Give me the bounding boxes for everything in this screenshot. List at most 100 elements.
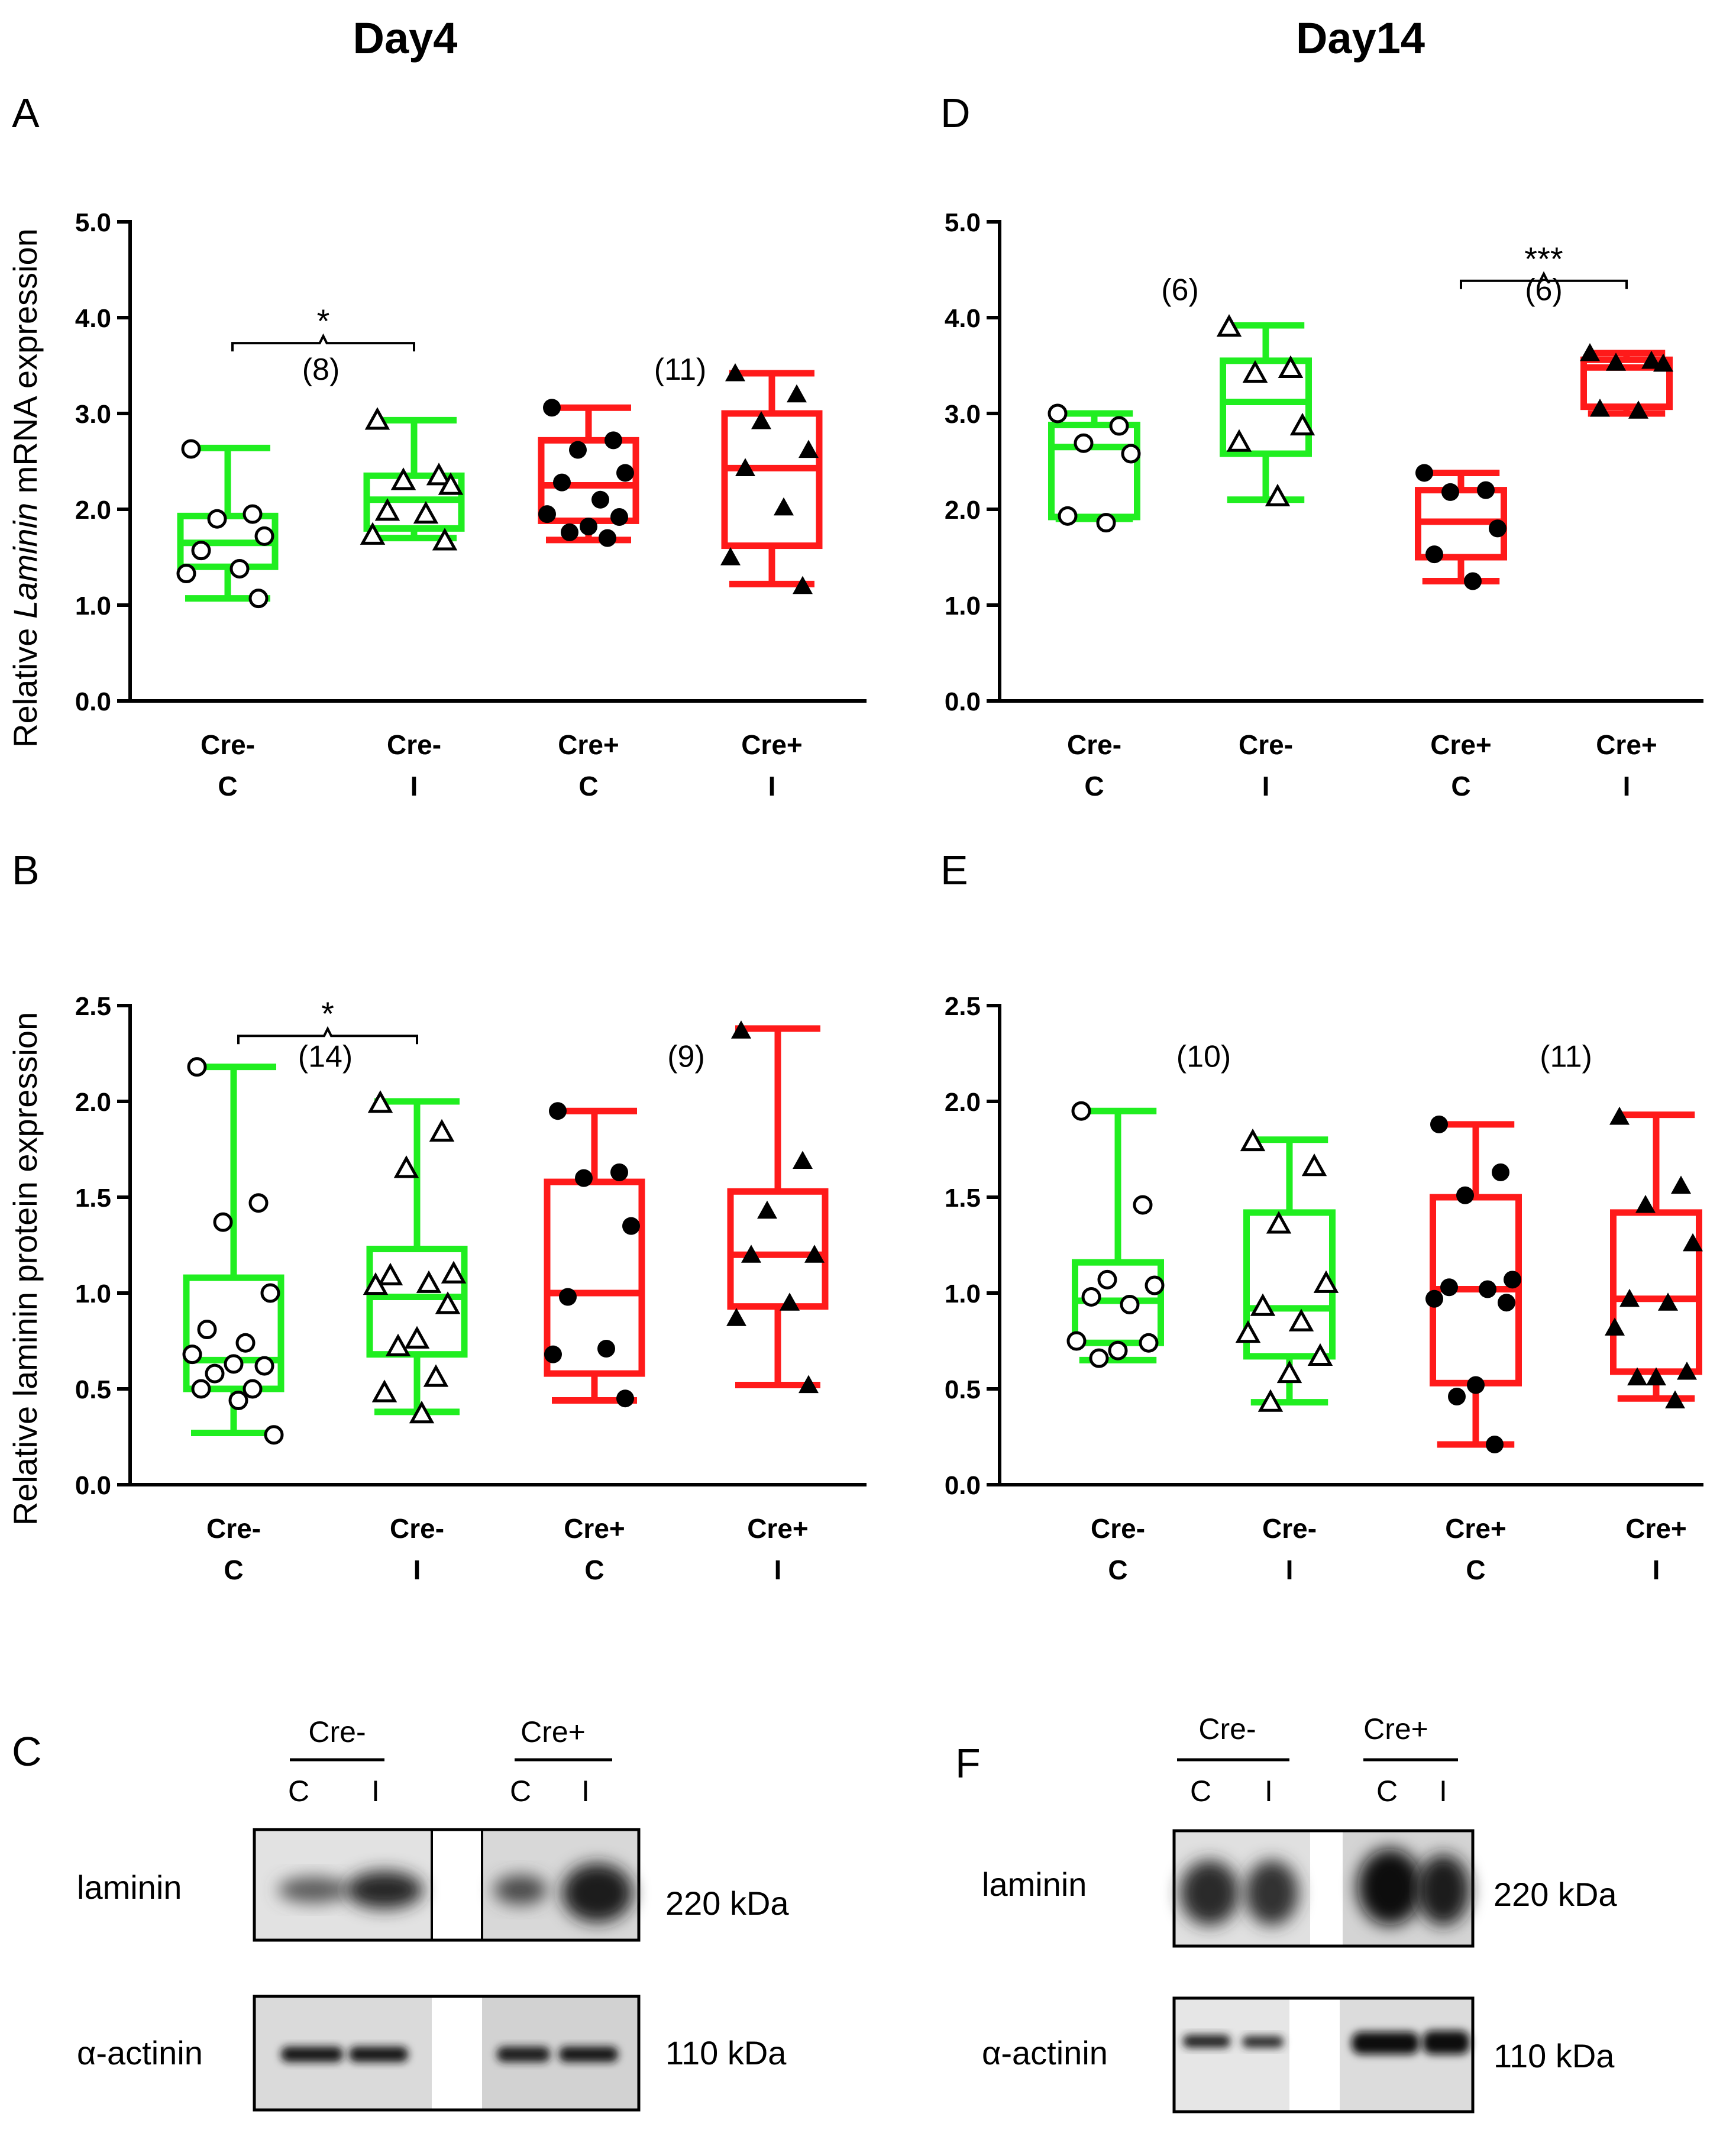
data-point-b: [597, 1339, 615, 1358]
y-axis-title-a-part3: mRNA expression: [7, 228, 44, 503]
panel-letter-b: B: [12, 847, 40, 893]
blot-f-lane-label-3: C: [1376, 1775, 1398, 1808]
blot-f-lane-label-2: I: [1265, 1775, 1273, 1808]
blot-f-actinin-band-2: [1242, 2036, 1284, 2048]
blot-c-lane-label-3: C: [510, 1775, 531, 1808]
y-tick-label-b: 1.5: [75, 1184, 111, 1213]
x-tick-label-d: Cre-: [1239, 729, 1293, 760]
data-point-d: [1425, 545, 1443, 564]
data-point-e: [1665, 1390, 1685, 1409]
data-point-e: [1456, 1186, 1474, 1204]
data-point-b: [441, 1261, 467, 1284]
y-tick-label-d: 4.0: [945, 304, 981, 333]
data-point-e: [1479, 1280, 1496, 1298]
data-point-b: [224, 1354, 244, 1374]
x-tick-label-a: Cre+: [558, 729, 619, 760]
data-point-b: [549, 1102, 567, 1120]
data-point-d: [1074, 433, 1094, 453]
blot-c: Cre- Cre+ C I C I laminin 220 kDa α-acti…: [77, 1715, 789, 2112]
data-point-e: [1145, 1275, 1165, 1295]
y-tick-label-a: 4.0: [75, 304, 111, 333]
data-point-a: [751, 411, 771, 429]
data-point-d: [1109, 416, 1129, 436]
blot-c-actinin-band-4: [559, 2047, 618, 2062]
data-point-d: [1415, 464, 1433, 482]
x-tick-label-a: Cre-: [387, 729, 441, 760]
box-a: [721, 410, 823, 550]
x-tick-label-b: I: [774, 1554, 782, 1585]
data-point-e: [1288, 1308, 1314, 1331]
blot-f-actinin-strip-left: [1174, 1998, 1289, 2112]
significance-bracket-a: [231, 333, 415, 352]
data-point-a: [248, 589, 269, 609]
n-label-a: (11): [654, 353, 707, 387]
data-point-e: [1089, 1348, 1109, 1368]
data-point-b: [726, 1308, 746, 1326]
y-tick-label-d: 2.0: [945, 496, 981, 525]
x-tick-label-a: I: [768, 771, 776, 802]
data-point-d: [1242, 360, 1268, 383]
blot-f-group-label-2: Cre+: [1363, 1712, 1428, 1746]
data-point-a: [610, 508, 628, 526]
blot-f-weight-actinin: 110 kDa: [1493, 2037, 1615, 2074]
data-point-e: [1467, 1376, 1485, 1394]
blot-f-actinin-frame: [1172, 1996, 1475, 2113]
data-point-e: [1498, 1294, 1515, 1312]
data-point-b: [377, 1262, 403, 1285]
data-point-a: [374, 498, 400, 521]
data-point-e: [1108, 1340, 1128, 1360]
x-tick-label-b: C: [224, 1554, 243, 1585]
data-point-b: [367, 1090, 393, 1113]
x-tick-label-b: Cre+: [747, 1513, 809, 1544]
chart-b-protein-day4: 0.0 0.5 1.0 1.5 2.0 2.5 Cre- C Cre- I Cre+ C Cre+ I (1…: [75, 992, 867, 1585]
data-point-a: [561, 523, 578, 541]
blot-c-laminin-band-1: [278, 1877, 349, 1903]
data-point-e: [1504, 1271, 1521, 1289]
data-point-a: [538, 505, 556, 523]
data-point-e: [1097, 1269, 1117, 1290]
data-point-d: [1653, 353, 1673, 372]
y-axis-title-a: Relative Laminin mRNA expression: [7, 228, 44, 748]
x-tick-label-a: Cre-: [201, 729, 255, 760]
data-point-b: [804, 1245, 825, 1263]
y-tick-label-a: 1.0: [75, 592, 111, 620]
data-point-b: [559, 1288, 577, 1306]
box-d: [1048, 421, 1140, 521]
data-point-e: [1448, 1387, 1466, 1405]
x-tick-label-b: Cre-: [390, 1513, 444, 1544]
blot-c-actinin-band-3: [497, 2047, 550, 2062]
data-point-d: [1278, 355, 1304, 378]
data-point-e: [1139, 1333, 1159, 1353]
data-point-d: [1441, 483, 1459, 501]
data-point-e: [1605, 1317, 1625, 1336]
x-tick-label-a: I: [410, 771, 418, 802]
data-point-d: [1628, 400, 1648, 419]
data-point-b: [575, 1169, 593, 1187]
data-point-d: [1096, 513, 1116, 533]
data-point-e: [1133, 1195, 1153, 1215]
data-point-a: [591, 490, 609, 509]
data-point-a: [569, 441, 587, 459]
data-point-e: [1250, 1293, 1276, 1316]
data-point-a: [599, 529, 616, 547]
blot-c-lane-label-4: I: [581, 1775, 590, 1808]
blot-c-weight-actinin: 110 kDa: [665, 2034, 787, 2071]
data-point-b: [799, 1375, 819, 1394]
blot-c-group-label-2: Cre+: [521, 1715, 586, 1749]
y-tick-label-b: 2.5: [75, 992, 111, 1021]
data-point-d: [1489, 519, 1507, 538]
y-tick-label-e: 2.0: [945, 1088, 981, 1117]
blot-f-laminin-band-1: [1180, 1860, 1239, 1925]
data-point-a: [390, 467, 416, 490]
blot-c-actinin-frame: [253, 1995, 641, 2112]
data-point-a: [181, 439, 201, 459]
significance-bracket-b: [237, 1026, 418, 1045]
y-tick-label-b: 0.0: [75, 1471, 111, 1500]
data-point-a: [720, 547, 741, 565]
day14-title: Day14: [1296, 14, 1425, 63]
data-point-a: [580, 518, 597, 536]
data-point-a: [616, 464, 634, 482]
data-point-b: [741, 1245, 761, 1263]
blot-c-weight-laminin: 220 kDa: [665, 1885, 789, 1922]
